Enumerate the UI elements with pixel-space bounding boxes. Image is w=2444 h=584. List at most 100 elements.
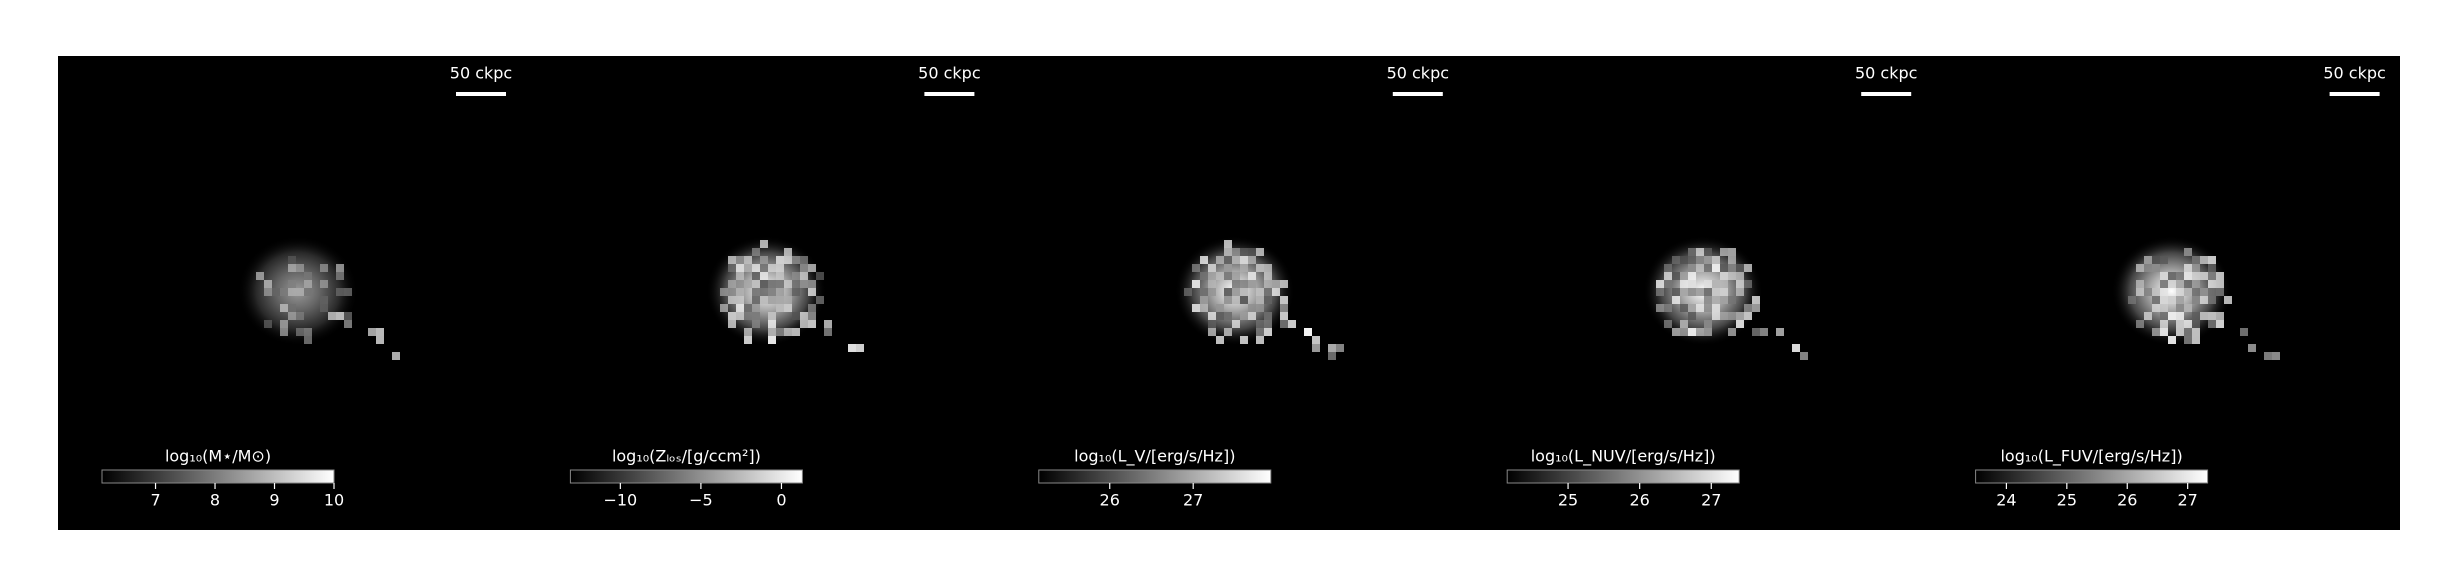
galaxy-pixel — [792, 328, 800, 336]
galaxy-pixel — [2216, 312, 2224, 320]
galaxy-pixel — [776, 328, 784, 336]
galaxy-pixel — [2168, 336, 2176, 344]
galaxy-pixel — [2160, 296, 2168, 304]
galaxy-pixel — [288, 304, 296, 312]
galaxy-pixel — [776, 256, 784, 264]
galaxy-pixel — [2184, 272, 2192, 280]
galaxy-pixel — [1664, 280, 1672, 288]
galaxy-pixel — [1688, 272, 1696, 280]
galaxy-tail-pixel — [2216, 320, 2224, 328]
galaxy-pixel — [288, 280, 296, 288]
galaxy-tail-pixel — [1312, 344, 1320, 352]
galaxy-pixel — [752, 264, 760, 272]
galaxy-pixel — [1736, 264, 1744, 272]
galaxy-pixel — [1248, 312, 1256, 320]
galaxy-pixel — [1216, 256, 1224, 264]
galaxy-pixel — [744, 264, 752, 272]
galaxy-tail-pixel — [808, 312, 816, 320]
galaxy-pixel — [728, 264, 736, 272]
colorbar-tick-label: 25 — [2057, 491, 2077, 510]
galaxy-pixel — [2144, 264, 2152, 272]
galaxy-tail-pixel — [328, 312, 336, 320]
galaxy-pixel — [1664, 264, 1672, 272]
colorbar-tick-label: 8 — [210, 491, 220, 510]
galaxy-tail-pixel — [1776, 328, 1784, 336]
galaxy-pixel — [280, 320, 288, 328]
galaxy-tail-pixel — [1760, 328, 1768, 336]
galaxy-pixel — [768, 336, 776, 344]
galaxy-pixel — [1256, 304, 1264, 312]
galaxy-pixel — [1744, 304, 1752, 312]
galaxy-pixel — [1224, 248, 1232, 256]
galaxy-pixel — [792, 272, 800, 280]
galaxy-pixel — [744, 328, 752, 336]
galaxy-pixel — [1248, 248, 1256, 256]
galaxy-pixel — [728, 256, 736, 264]
galaxy-pixel — [1704, 288, 1712, 296]
galaxy-pixel — [336, 264, 344, 272]
galaxy-pixel — [1656, 280, 1664, 288]
galaxy-pixel — [1224, 256, 1232, 264]
galaxy-tail-pixel — [1288, 320, 1296, 328]
galaxy-pixel — [280, 328, 288, 336]
galaxy-pixel — [2200, 288, 2208, 296]
galaxy-pixel — [1720, 272, 1728, 280]
galaxy-pixel — [2176, 320, 2184, 328]
galaxy-pixel — [736, 280, 744, 288]
galaxy-pixel — [336, 272, 344, 280]
galaxy-pixel — [2184, 328, 2192, 336]
galaxy-pixel — [280, 288, 288, 296]
galaxy-pixel — [2152, 256, 2160, 264]
galaxy-tail-pixel — [848, 344, 856, 352]
galaxy-pixel — [752, 280, 760, 288]
galaxy-pixel — [1208, 280, 1216, 288]
galaxy-tail-pixel — [1800, 352, 1808, 360]
galaxy-pixel — [2168, 272, 2176, 280]
galaxy-pixel — [792, 256, 800, 264]
galaxy-pixel — [760, 280, 768, 288]
galaxy-pixel — [1704, 256, 1712, 264]
galaxy-pixel — [1688, 280, 1696, 288]
galaxy-pixel — [320, 264, 328, 272]
galaxy-pixel — [1704, 328, 1712, 336]
galaxy-pixel — [1744, 264, 1752, 272]
colorbar-tick-label: 27 — [1701, 491, 1721, 510]
colorbar — [101, 469, 335, 484]
colorbar-tick-label: 26 — [1100, 491, 1120, 510]
galaxy-pixel — [256, 272, 264, 280]
galaxy-pixel — [1264, 280, 1272, 288]
galaxy-pixel — [1224, 240, 1232, 248]
galaxy-pixel — [2176, 328, 2184, 336]
galaxy-pixel — [272, 288, 280, 296]
galaxy-pixel — [1680, 288, 1688, 296]
scalebar-label: 50 ckpc — [918, 64, 980, 83]
galaxy-pixel — [744, 256, 752, 264]
galaxy-pixel — [2192, 272, 2200, 280]
galaxy-pixel — [736, 288, 744, 296]
colorbar — [1975, 469, 2209, 484]
galaxy-pixel — [320, 304, 328, 312]
galaxy-pixel — [2192, 336, 2200, 344]
galaxy-pixel — [744, 304, 752, 312]
galaxy-pixel — [304, 328, 312, 336]
galaxy-pixel — [800, 312, 808, 320]
colorbar-tick-label: 26 — [1629, 491, 1649, 510]
galaxy-pixel — [296, 264, 304, 272]
galaxy-pixel — [744, 336, 752, 344]
galaxy-pixel — [1248, 272, 1256, 280]
galaxy-pixel — [1248, 304, 1256, 312]
colorbar-tick-label: −10 — [603, 491, 637, 510]
colorbar — [569, 469, 803, 484]
galaxy-pixel — [736, 312, 744, 320]
scalebar-label: 50 ckpc — [2323, 64, 2385, 83]
galaxy-pixel — [752, 248, 760, 256]
galaxy-pixel — [2160, 312, 2168, 320]
galaxy-pixel — [1728, 312, 1736, 320]
galaxy-pixel — [2168, 312, 2176, 320]
galaxy-pixel — [1720, 248, 1728, 256]
galaxy-pixel — [1688, 304, 1696, 312]
galaxy-pixel — [264, 280, 272, 288]
colorbar-label: log₁₀(L_NUV/[erg/s/Hz]) — [1531, 447, 1716, 467]
galaxy-pixel — [1712, 256, 1720, 264]
galaxy-pixel — [2200, 256, 2208, 264]
